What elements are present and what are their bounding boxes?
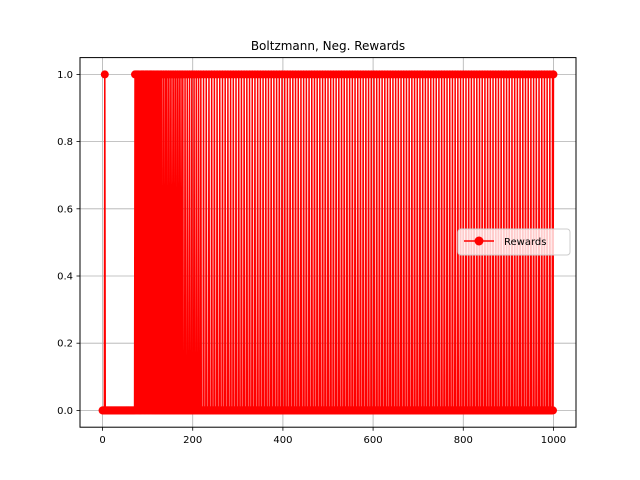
data-point — [100, 70, 109, 79]
plot-frame — [79, 57, 577, 428]
series-rewards — [98, 70, 558, 415]
legend-marker-rewards — [474, 236, 484, 246]
y-tick-label: 0.0 — [57, 406, 73, 417]
y-tick-label: 0.2 — [57, 339, 73, 350]
x-tick-label: 200 — [183, 435, 202, 446]
legend: Rewards — [457, 228, 571, 256]
x-tick-label: 800 — [454, 435, 473, 446]
x-tick-label: 400 — [273, 435, 292, 446]
data-point — [549, 70, 558, 79]
y-tick-label: 0.4 — [57, 272, 73, 283]
data-point — [549, 406, 557, 415]
legend-box — [457, 228, 571, 256]
legend-label-rewards: Rewards — [504, 237, 546, 248]
y-tick-label: 0.6 — [57, 204, 73, 215]
series-markers-rewards — [98, 70, 558, 415]
x-tick-label: 600 — [364, 435, 383, 446]
chart-title: Boltzmann, Neg. Rewards — [251, 39, 405, 53]
y-tick-label: 0.8 — [57, 137, 73, 148]
x-tick-label: 1000 — [541, 435, 566, 446]
y-tick-label: 1.0 — [57, 70, 73, 81]
x-tick-label: 0 — [99, 435, 105, 446]
axis-ticks: 0 200 400 600 800 1000 0.0 0.2 0.4 0.6 0.8 1.0 — [57, 70, 566, 446]
